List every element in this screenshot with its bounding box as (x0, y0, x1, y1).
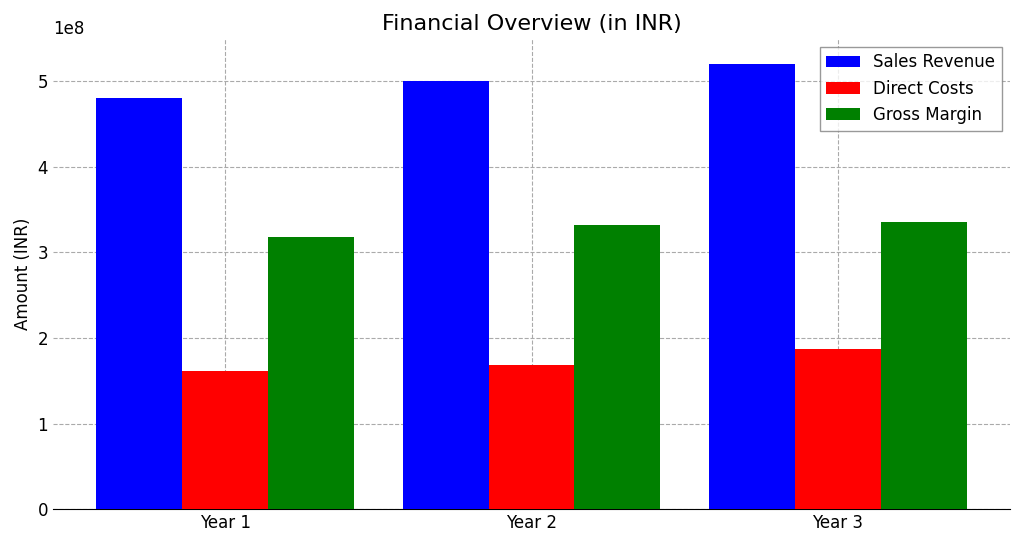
Bar (795, 349, 881, 509)
Legend: Sales Revenue, Direct Costs, Gross Margin: Sales Revenue, Direct Costs, Gross Margi… (820, 46, 1001, 130)
Bar (881, 222, 967, 509)
Bar (96, 98, 182, 509)
Bar (710, 64, 795, 509)
Title: Financial Overview (in INR): Financial Overview (in INR) (382, 14, 681, 34)
Bar (488, 365, 574, 509)
Bar (268, 237, 354, 509)
Y-axis label: Amount (INR): Amount (INR) (14, 217, 32, 330)
Bar (182, 371, 268, 509)
Bar (402, 81, 488, 509)
Bar (574, 225, 660, 509)
